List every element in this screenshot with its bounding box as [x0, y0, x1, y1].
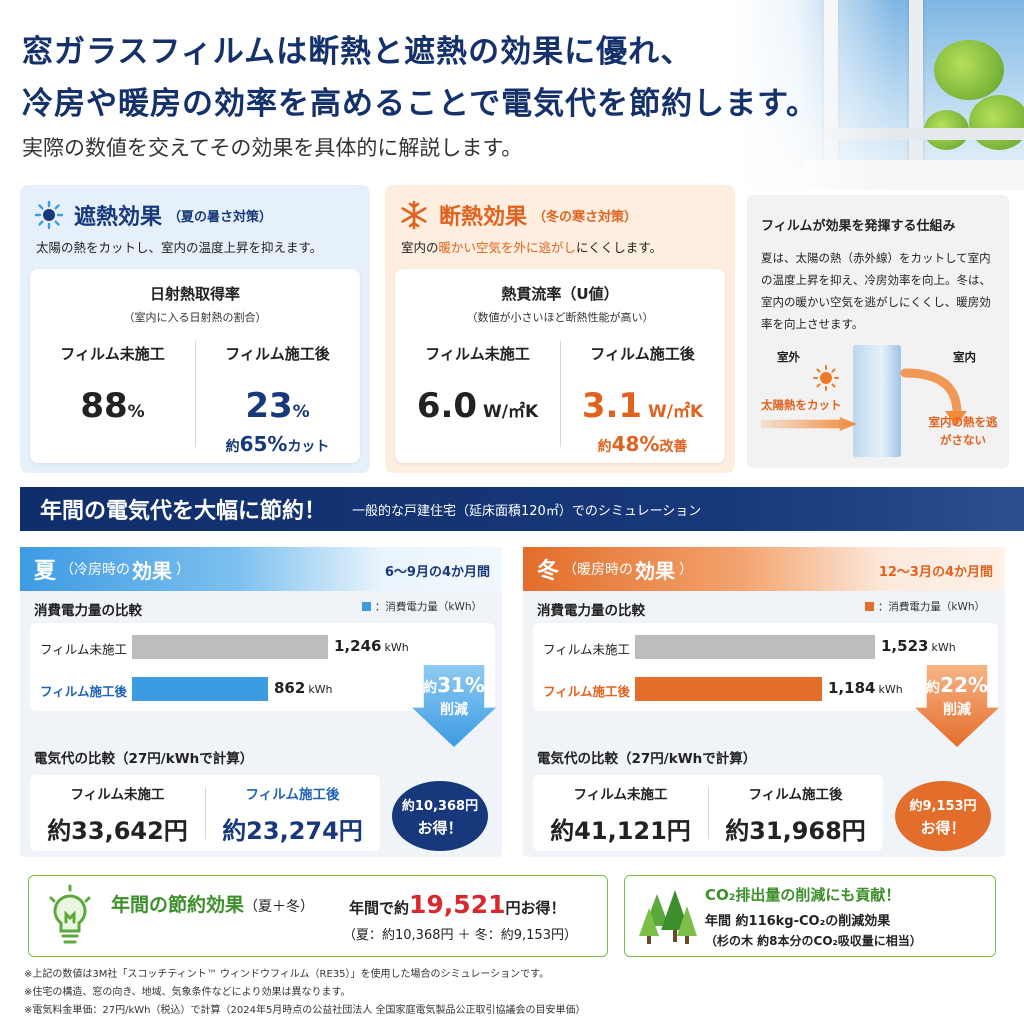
mechanism-title: フィルムが効果を発揮する仕組み — [761, 219, 956, 234]
cost-compare-box: フィルム未施工 約41,121円 フィルム施工後 約31,968円 — [533, 775, 883, 851]
reduction-arrow-badge: 約31% 削減 — [412, 665, 496, 747]
heat-shield-title: 遮熱効果 — [74, 205, 163, 230]
metric-title: 熱貫流率（U値） — [501, 285, 619, 303]
bar-row-before: フィルム未施工 1,523 kWh — [543, 635, 956, 659]
winter-section: 冬 （暖房時の 効果 ） 12～3月の4か月間 消費電力量の比較 ：消費電力量（… — [523, 547, 1005, 857]
before-value: 88% — [80, 386, 145, 426]
co2-reduction: 年間 約116kg-CO₂の削減効果 — [705, 914, 891, 929]
power-bar-chart: フィルム未施工 1,523 kWh フィルム施工後 1,184 kWh — [533, 623, 998, 711]
bar-value-after: 1,184 kWh — [828, 679, 903, 697]
page-subtitle: 実際の数値を交えてその効果を具体的に解説します。 — [22, 136, 523, 160]
page-title-line2: 冷房や暖房の効率を高めることで電気代を節約します。 — [22, 86, 818, 122]
savings-banner: 年間の電気代を大幅に節約！ 一般的な戸建住宅（延床面積120㎡）でのシミュレーシ… — [20, 487, 1024, 531]
co2-equivalent: （杉の木 約8本分のCO₂吸収量に相当） — [705, 934, 922, 948]
before-label: フィルム未施工 — [425, 345, 530, 363]
heat-shield-desc: 太陽の熱をカットし、室内の温度上昇を抑えます。 — [36, 240, 323, 255]
bar-value-before: 1,246 kWh — [334, 637, 409, 655]
cost-before: 約33,642円 — [47, 817, 188, 845]
footnotes: ※上記の数値は3M社「スコッチティント™ ウィンドウフィルム（RE35）」を使用… — [24, 966, 585, 1020]
bar-row-after: フィルム施工後 862 kWh — [40, 677, 333, 701]
lightbulb-icon — [49, 884, 91, 944]
cost-after: 約23,274円 — [222, 817, 363, 845]
heat-cut-label: 太陽熱をカット — [761, 398, 842, 412]
annual-title: 年間の節約効果（夏＋冬） — [111, 894, 315, 916]
season-period: 6～9月の4か月間 — [384, 565, 490, 580]
annual-savings-box: 年間の節約効果（夏＋冬） 年間で約19,521円お得！ （夏：約10,368円 … — [28, 875, 608, 957]
improve-rate: 約48%改善 — [597, 432, 688, 456]
winter-header: 冬 （暖房時の 効果 ） 12～3月の4か月間 — [523, 547, 1005, 591]
cost-compare-title: 電気代の比較（27円/kWhで計算） — [34, 751, 254, 767]
season-kanji: 冬 — [537, 559, 560, 584]
annual-breakdown: （夏：約10,368円 ＋ 冬：約9,153円） — [343, 928, 577, 943]
bar-row-after: フィルム施工後 1,184 kWh — [543, 677, 903, 701]
before-value: 6.0 W/㎡K — [416, 386, 539, 426]
page-title-line1: 窓ガラスフィルムは断熱と遮熱の効果に優れ、 — [22, 34, 693, 70]
after-value: 23% — [245, 386, 310, 426]
bar-value-before: 1,523 kWh — [881, 637, 956, 655]
banner-title: 年間の電気代を大幅に節約！ — [40, 499, 327, 524]
cost-before: 約41,121円 — [550, 817, 691, 845]
trees-icon — [639, 890, 697, 944]
insulation-desc: 室内の暖かい空気を外に逃がしにくくします。 — [401, 240, 663, 255]
metric-title: 日射熱取得率 — [149, 285, 240, 303]
summer-section: 夏 （冷房時の 効果 ） 6～9月の4か月間 消費電力量の比較 ：消費電力量（k… — [20, 547, 502, 857]
after-value: 3.1 W/㎡K — [581, 386, 704, 426]
curved-arrow-icon — [900, 368, 967, 427]
heat-shield-panel: 遮熱効果 （夏の暑さ対策） 太陽の熱をカットし、室内の温度上昇を抑えます。 日射… — [20, 185, 370, 473]
metric-note: （数値が小さいほど断熱性能が高い） — [466, 311, 654, 324]
bar-row-before: フィルム未施工 1,246 kWh — [40, 635, 409, 659]
annual-total: 年間で約19,521円お得！ — [349, 890, 566, 919]
cut-rate: 約65%カット — [225, 432, 330, 456]
insulation-panel: 断熱効果 （冬の寒さ対策） 室内の暖かい空気を外に逃がしにくくします。 熱貫流率… — [385, 185, 735, 473]
outside-label: 室外 — [777, 350, 800, 364]
season-period: 12～3月の4か月間 — [878, 565, 993, 580]
footnote: ※上記の数値は3M社「スコッチティント™ ウィンドウフィルム（RE35）」を使用… — [24, 969, 550, 980]
season-kanji: 夏 — [34, 559, 57, 584]
co2-title: CO₂排出量の削減にも貢献！ — [705, 886, 901, 904]
power-compare-title: 消費電力量の比較 — [34, 603, 142, 619]
snowflake-icon — [401, 200, 427, 230]
metric-note: （室内に入る日射熱の割合） — [123, 311, 267, 324]
heat-arrow-icon — [761, 417, 857, 431]
inside-label: 室内 — [953, 350, 976, 364]
co2-box: CO₂排出量の削減にも貢献！ 年間 約116kg-CO₂の削減効果 （杉の木 約… — [624, 875, 996, 957]
keep-heat-label: 室内の熱を逃がさない — [928, 415, 998, 447]
chart-legend: ：消費電力量（kWh） — [864, 599, 985, 614]
footnote: ※電気料金単価：27円/kWh（税込）で計算（2024年5月時点の公益社団法人 … — [24, 1005, 586, 1016]
before-label: フィルム未施工 — [60, 345, 165, 363]
insulation-title: 断熱効果 — [439, 205, 528, 230]
bar-before — [132, 635, 328, 659]
mechanism-text: 夏は、太陽の熱（赤外線）をカットして室内の温度上昇を抑え、冷房効率を向上。冬は、… — [761, 251, 991, 331]
after-label: フィルム施工後 — [225, 345, 330, 363]
u-value-card: 熱貫流率（U値） （数値が小さいほど断熱性能が高い） フィルム未施工 6.0 W… — [395, 269, 725, 463]
sun-icon — [34, 200, 64, 230]
bar-after — [132, 677, 268, 701]
after-label: フィルム施工後 — [590, 345, 695, 363]
solar-gain-card: 日射熱取得率 （室内に入る日射熱の割合） フィルム未施工 88% フィルム施工後… — [30, 269, 360, 463]
banner-subtitle: 一般的な戸建住宅（延床面積120㎡）でのシミュレーション — [352, 503, 702, 519]
chart-legend: ：消費電力量（kWh） — [361, 599, 482, 614]
footnote: ※住宅の構造、窓の向き、地域、気象条件などにより効果は異なります。 — [24, 987, 351, 998]
window-photo — [734, 0, 1024, 190]
summer-header: 夏 （冷房時の 効果 ） 6～9月の4か月間 — [20, 547, 502, 591]
mechanism-panel: フィルムが効果を発揮する仕組み 夏は、太陽の熱（赤外線）をカットして室内の温度上… — [747, 195, 1009, 468]
cost-compare-title: 電気代の比較（27円/kWhで計算） — [537, 751, 757, 767]
power-compare-title: 消費電力量の比較 — [537, 603, 645, 619]
window-glass-illustration — [853, 345, 901, 457]
bar-before — [635, 635, 875, 659]
savings-badge: 約10,368円 お得！ — [392, 781, 488, 851]
power-bar-chart: フィルム未施工 1,246 kWh フィルム施工後 862 kWh — [30, 623, 495, 711]
cost-after: 約31,968円 — [725, 817, 866, 845]
hero-section: 窓ガラスフィルムは断熱と遮熱の効果に優れ、 冷房や暖房の効率を高めることで電気代… — [0, 0, 1024, 190]
reduction-arrow-badge: 約22% 削減 — [915, 665, 999, 747]
bar-value-after: 862 kWh — [274, 679, 333, 697]
insulation-paren: （冬の寒さ対策） — [533, 209, 638, 225]
heat-shield-paren: （夏の暑さ対策） — [168, 209, 273, 225]
savings-badge: 約9,153円 お得！ — [895, 781, 991, 851]
sun-icon — [813, 365, 839, 391]
cost-compare-box: フィルム未施工 約33,642円 フィルム施工後 約23,274円 — [30, 775, 380, 851]
bar-after — [635, 677, 822, 701]
